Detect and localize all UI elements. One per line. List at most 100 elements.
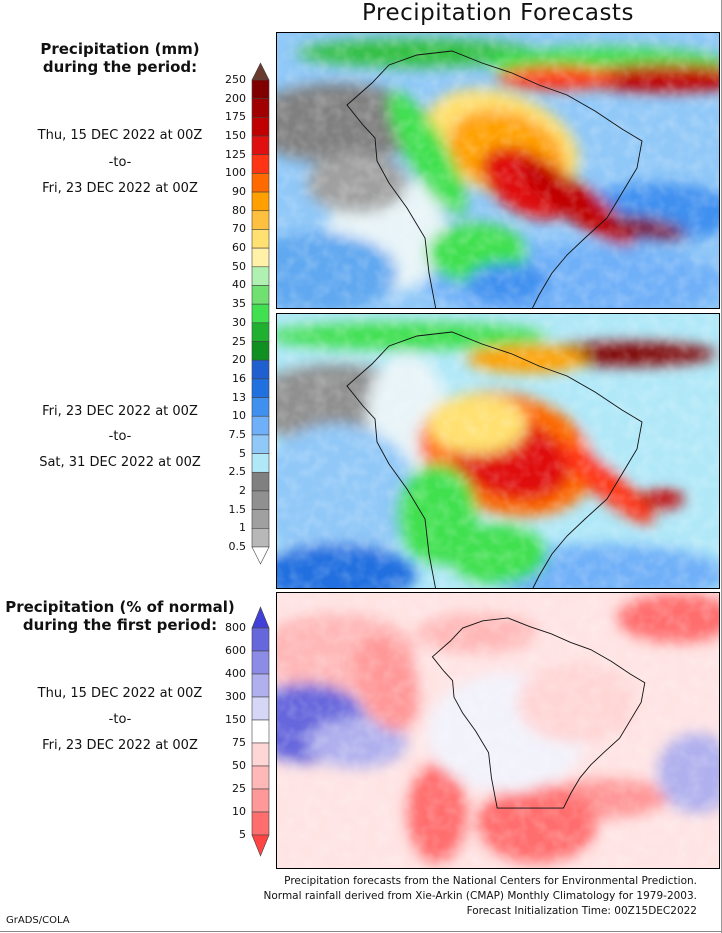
colorbar-label: 125 [225,147,246,161]
colorbar-label: 35 [232,297,246,311]
colorbar-swatch [251,765,270,790]
section3-header-line1: Precipitation (% of normal) [5,598,235,616]
colorbar-swatch [251,490,270,510]
bottom-divider [0,931,721,932]
footer-line2: Normal rainfall derived from Xie-Arkin (… [263,890,697,902]
section2-to: -to- [108,429,132,444]
footer-notes: Precipitation forecasts from the Nationa… [264,874,697,919]
map-panel-percent-normal [276,592,720,869]
section3-end: Fri, 23 DEC 2022 at 00Z [42,738,198,753]
colorbar-label: 0.5 [228,540,247,553]
cb2-swatches [251,606,270,857]
colorbar-swatch [251,471,270,492]
colorbar-over-triangle [251,606,270,629]
colorbar-swatch [251,285,270,305]
colorbar-swatch [251,434,270,454]
colorbar-swatch [251,650,270,675]
colorbar-label: 5 [239,828,246,841]
colorbar-swatch [251,627,270,652]
section1-to: -to- [108,155,132,170]
colorbar-label: 7.5 [228,427,247,441]
colorbar-label: 250 [225,73,246,86]
colorbar-label: 30 [232,315,246,329]
colorbar-swatch [251,719,270,744]
colorbar-swatch [251,117,270,137]
colorbar-label: 150 [225,129,246,143]
page-title: Precipitation Forecasts [362,0,634,26]
colorbar-swatch [251,98,270,118]
colorbar-label: 10 [232,409,246,423]
colorbar-swatch [251,341,270,361]
colorbar-under-triangle [251,546,270,565]
colorbar-label: 2.5 [228,465,247,479]
colorbar-swatch [251,229,270,249]
coastline [431,617,646,809]
colorbar-label: 90 [232,185,246,199]
section3-start: Thu, 15 DEC 2022 at 00Z [37,686,203,701]
colorbar-swatch [251,173,270,193]
colorbar-label: 80 [232,203,246,217]
colorbar-label: 13 [232,390,246,404]
section1-header-line1: Precipitation (mm) [40,40,200,58]
coastline [346,50,643,308]
colorbar-swatch [251,528,270,548]
colorbar-swatch [251,811,270,836]
percent-normal-map [277,593,719,868]
precip-map-period1 [277,33,719,308]
colorbar-label: 1.5 [228,502,247,516]
footer-init-time: Forecast Initialization Time: 00Z15DEC20… [466,905,697,917]
colorbar-label: 20 [232,353,246,367]
section2-start: Fri, 23 DEC 2022 at 00Z [42,404,198,419]
colorbar-label: 2 [239,483,246,497]
colorbar-swatch [251,303,270,324]
footer-line1: Precipitation forecasts from the Nationa… [284,875,697,887]
colorbar-swatch [251,266,270,286]
colorbar-swatch [251,696,270,721]
section3-header-line2: during the first period: [22,616,218,634]
colorbar-label: 50 [232,259,246,273]
colorbar-label: 10 [232,805,246,818]
colorbar-label: 60 [232,241,246,255]
section3-header: Precipitation (% of normal) during the f… [0,598,240,634]
colorbar-label: 800 [225,621,246,634]
colorbar-over-triangle [251,62,270,81]
colorbar-label: 16 [232,371,246,385]
colorbar-swatch [251,378,270,398]
colorbar-swatch [251,509,270,529]
precip-map-period2 [277,314,719,588]
colorbar-label: 100 [225,166,246,180]
section2-end: Sat, 31 DEC 2022 at 00Z [39,455,201,470]
colorbar-label: 600 [225,644,246,657]
colorbar-swatch [251,453,270,473]
colorbar-swatch [251,322,270,342]
colorbar-label: 200 [225,91,246,105]
colorbar-label: 40 [232,278,246,292]
cb1-swatches [251,62,270,565]
map-panel-period2 [276,313,720,589]
colorbar-label: 1 [239,521,246,535]
colorbar-label: 25 [232,334,246,348]
section3-to: -to- [108,712,132,727]
section1-end: Fri, 23 DEC 2022 at 00Z [42,181,198,196]
colorbar-label: 75 [232,736,246,749]
colorbar-swatch [251,415,270,436]
colorbar-swatch [251,673,270,698]
colorbar-label: 70 [232,222,246,236]
colorbar-label: 300 [225,690,246,703]
colorbar-label: 400 [225,667,246,680]
colorbar-swatch [251,742,270,767]
colorbar-under-triangle [251,834,270,857]
colorbar-swatch [251,191,270,212]
section1-start: Thu, 15 DEC 2022 at 00Z [37,128,203,143]
grads-credit: GrADS/COLA [6,915,70,926]
colorbar-swatch [251,79,270,99]
section1-header: Precipitation (mm) during the period: [0,40,240,76]
coastline [346,331,643,588]
colorbar-swatch [251,397,270,417]
colorbar-swatch [251,135,270,156]
colorbar-swatch [251,359,270,380]
map-panel-period1 [276,32,720,309]
section1-header-line2: during the period: [42,58,198,76]
colorbar-label: 175 [225,110,246,124]
